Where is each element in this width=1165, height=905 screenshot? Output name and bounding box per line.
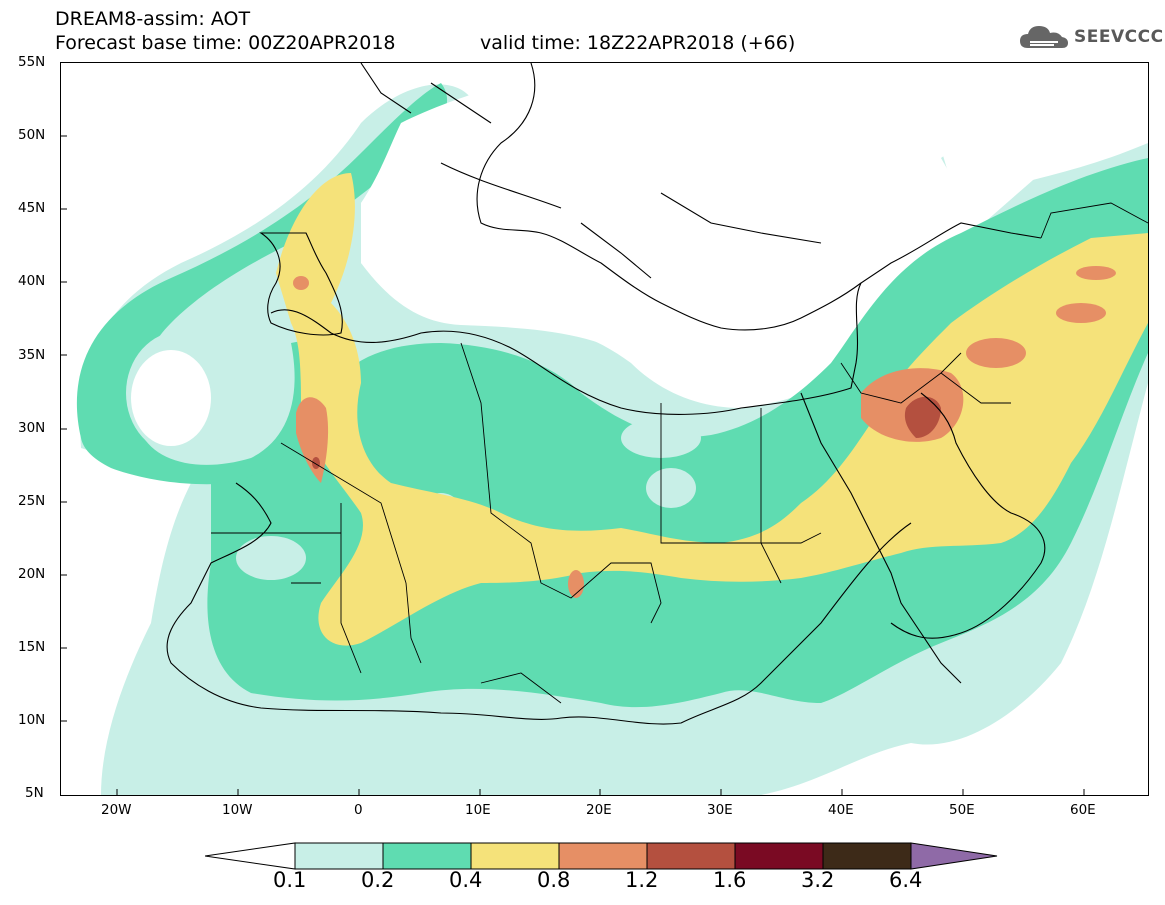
lat-label: 30N bbox=[18, 420, 46, 436]
seevccc-logo: SEEVCCC bbox=[1018, 22, 1164, 52]
aot-contour-0.2-atlantic-loop bbox=[76, 83, 448, 485]
aot-map bbox=[60, 62, 1149, 796]
lon-label: 30E bbox=[707, 802, 733, 818]
lat-label: 25N bbox=[18, 493, 46, 509]
forecast-base-time: Forecast base time: 00Z20APR2018 bbox=[55, 32, 396, 54]
colorbar-label: 0.8 bbox=[537, 868, 571, 892]
aot-map-canvas bbox=[61, 63, 1148, 795]
colorbar-segment bbox=[734, 842, 824, 870]
lat-label: 10N bbox=[18, 712, 46, 728]
colorbar-label: 0.1 bbox=[273, 868, 307, 892]
colorbar-segment bbox=[382, 842, 472, 870]
colorbar-label: 1.6 bbox=[713, 868, 747, 892]
colorbar-segment bbox=[822, 842, 912, 870]
lat-label: 5N bbox=[25, 785, 44, 801]
lon-label: 40E bbox=[828, 802, 854, 818]
valid-time: valid time: 18Z22APR2018 (+66) bbox=[480, 32, 796, 54]
aot-colorbar bbox=[205, 842, 998, 870]
colorbar-label: 6.4 bbox=[889, 868, 923, 892]
logo-text: SEEVCCC bbox=[1074, 27, 1164, 47]
frame-ticks bbox=[61, 135, 1085, 795]
cloud-logo-icon bbox=[1020, 26, 1068, 48]
colorbar-label: 3.2 bbox=[801, 868, 835, 892]
colorbar-segment bbox=[558, 842, 648, 870]
colorbar-segment bbox=[470, 842, 560, 870]
colorbar-segment-under bbox=[205, 842, 296, 870]
lat-label: 45N bbox=[18, 200, 46, 216]
country-borders bbox=[211, 202, 1148, 704]
colorbar-segment-over bbox=[910, 842, 998, 870]
coastlines bbox=[166, 63, 1046, 725]
lon-label: 0 bbox=[354, 802, 363, 818]
colorbar-label: 1.2 bbox=[625, 868, 659, 892]
aot-contour-0.4 bbox=[276, 173, 1148, 646]
lon-label: 10W bbox=[222, 802, 253, 818]
lat-label: 35N bbox=[18, 347, 46, 363]
colorbar-segment bbox=[294, 842, 384, 870]
lon-label: 20W bbox=[101, 802, 132, 818]
colorbar-segment bbox=[646, 842, 736, 870]
map-title: DREAM8-assim: AOT bbox=[55, 8, 251, 30]
colorbar-label: 0.2 bbox=[361, 868, 395, 892]
lon-label: 60E bbox=[1070, 802, 1096, 818]
lat-label: 15N bbox=[18, 639, 46, 655]
lat-label: 40N bbox=[18, 273, 46, 289]
colorbar-label: 0.4 bbox=[449, 868, 483, 892]
lon-label: 20E bbox=[586, 802, 612, 818]
lat-label: 50N bbox=[18, 127, 46, 143]
loop-inner-clear bbox=[131, 350, 211, 446]
aot-contour-1.2 bbox=[312, 396, 941, 469]
clear-region-europe bbox=[361, 63, 961, 408]
lat-label: 20N bbox=[18, 566, 46, 582]
lon-label: 50E bbox=[949, 802, 975, 818]
lat-label: 55N bbox=[18, 54, 46, 70]
clear-region-russia bbox=[931, 63, 1148, 203]
lon-label: 10E bbox=[465, 802, 491, 818]
